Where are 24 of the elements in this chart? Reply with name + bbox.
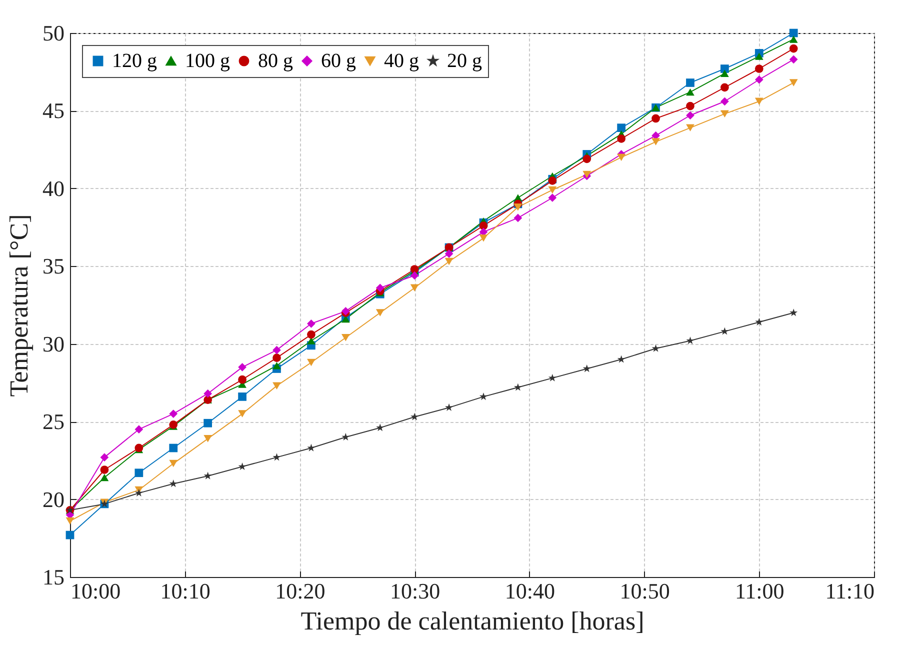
x-axis-title: Tiempo de calentamiento [horas] <box>300 606 644 636</box>
x-tick-label: 10:50 <box>620 578 670 604</box>
y-tick-label: 35 <box>42 254 64 279</box>
legend-label: 100 g <box>185 50 230 72</box>
x-tick-label: 10:20 <box>275 578 326 604</box>
x-tick-label: 10:10 <box>160 578 210 604</box>
legend-label: 80 g <box>258 50 293 72</box>
legend-label: 60 g <box>321 50 356 72</box>
y-axis-title: Temperatura [°C] <box>4 214 34 397</box>
y-tick-label: 40 <box>42 176 64 201</box>
y-tick-label: 50 <box>42 20 64 46</box>
y-tick-label: 25 <box>42 409 64 434</box>
legend-label: 40 g <box>384 50 419 72</box>
x-tick-label: 11:10 <box>825 578 874 604</box>
legend-label: 120 g <box>112 50 157 72</box>
x-tick-label: 10:40 <box>504 578 555 604</box>
x-tick-label: 11:00 <box>734 578 784 604</box>
x-tick-label: 10:00 <box>70 578 121 604</box>
y-tick-label: 20 <box>42 486 64 512</box>
legend-label: 20 g <box>447 50 482 72</box>
y-tick-label: 45 <box>42 98 64 124</box>
x-tick-label: 10:30 <box>390 578 440 604</box>
y-tick-label: 30 <box>42 331 64 356</box>
y-tick-label: 15 <box>42 564 64 590</box>
